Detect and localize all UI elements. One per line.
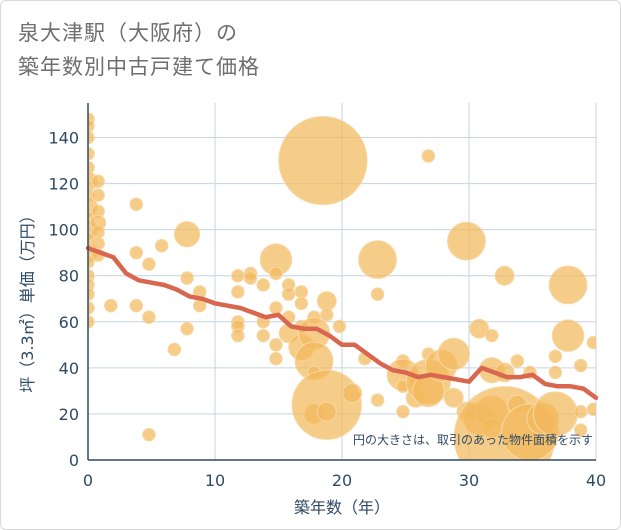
data-point	[548, 349, 563, 364]
trend-line-group	[85, 245, 599, 401]
y-tick-label: 0	[69, 451, 79, 470]
bubbles	[88, 112, 596, 460]
tick-labels: 0 10 20 30 40 0 20 40 60 80 100 120 140	[48, 129, 606, 490]
data-point	[548, 265, 588, 305]
data-point	[142, 257, 156, 272]
data-point	[88, 119, 95, 133]
y-tick-label: 20	[59, 405, 79, 424]
data-point	[91, 188, 105, 202]
data-point	[447, 221, 486, 261]
data-point	[142, 310, 156, 325]
data-point	[437, 337, 471, 371]
y-tick-label: 40	[59, 359, 79, 378]
x-tick-label: 40	[586, 471, 606, 490]
data-point	[573, 423, 588, 437]
data-point	[443, 387, 464, 408]
data-point	[294, 285, 309, 299]
data-point	[167, 342, 182, 357]
data-point	[316, 401, 337, 422]
data-point	[88, 287, 95, 301]
data-point	[358, 240, 397, 280]
data-point	[88, 315, 95, 329]
y-tick-label: 140	[48, 129, 79, 148]
data-point	[573, 358, 588, 373]
chart-title: 泉大津駅（大阪府）の 築年数別中古戸建て価格	[18, 16, 260, 84]
x-tick-label: 0	[83, 471, 93, 490]
y-tick-label: 100	[48, 221, 79, 240]
data-point	[129, 298, 144, 313]
size-note: 円の大きさは、取引のあった物件面積を示す	[353, 432, 593, 447]
data-point	[129, 245, 144, 260]
data-point	[173, 221, 201, 248]
data-point	[142, 427, 156, 442]
data-point	[129, 197, 144, 212]
data-point	[231, 285, 245, 299]
x-axis-label: 築年数（年）	[294, 498, 390, 517]
data-point	[281, 287, 296, 301]
data-point	[469, 318, 490, 339]
data-point	[510, 354, 525, 368]
data-point	[332, 319, 347, 334]
data-point	[180, 321, 194, 336]
data-point	[243, 271, 258, 285]
data-point	[269, 266, 283, 281]
data-point	[421, 149, 436, 163]
data-point	[494, 265, 515, 286]
y-tick-label: 60	[59, 313, 79, 332]
data-point	[180, 271, 194, 285]
axes	[87, 103, 596, 461]
x-tick-label: 30	[459, 471, 479, 490]
data-point	[396, 404, 410, 419]
data-point	[485, 328, 499, 343]
data-point	[269, 338, 283, 352]
chart-title-line-2: 築年数別中古戸建て価格	[18, 55, 260, 79]
x-tick-label: 10	[205, 471, 225, 490]
data-point	[269, 351, 283, 366]
chart-title-line-1: 泉大津駅（大阪府）の	[18, 21, 238, 45]
data-point	[256, 328, 271, 343]
x-tick-label: 20	[332, 471, 352, 490]
data-point	[91, 174, 105, 189]
data-point	[294, 296, 309, 311]
data-point	[269, 301, 283, 315]
data-point	[319, 308, 334, 322]
data-point	[532, 391, 578, 437]
data-point	[548, 365, 563, 380]
data-point	[104, 298, 118, 313]
data-point	[586, 335, 596, 350]
y-tick-label: 80	[59, 267, 79, 286]
data-point	[370, 393, 385, 407]
y-tick-label: 120	[48, 175, 79, 194]
data-point	[551, 319, 585, 352]
data-point	[88, 301, 95, 315]
data-point	[231, 328, 245, 343]
data-point	[231, 268, 245, 283]
data-point	[88, 146, 95, 161]
data-point	[342, 383, 363, 404]
data-point	[370, 287, 385, 301]
data-point	[91, 225, 105, 239]
data-point	[88, 130, 95, 145]
data-point	[278, 115, 368, 206]
y-axis-label: 坪（3.3㎡）単価（万円）	[18, 207, 37, 392]
data-point	[154, 239, 169, 253]
data-point	[316, 291, 337, 312]
data-point	[256, 278, 271, 292]
data-point	[586, 402, 596, 417]
data-point	[88, 160, 95, 175]
data-point	[573, 404, 588, 419]
trend-line	[85, 245, 599, 401]
